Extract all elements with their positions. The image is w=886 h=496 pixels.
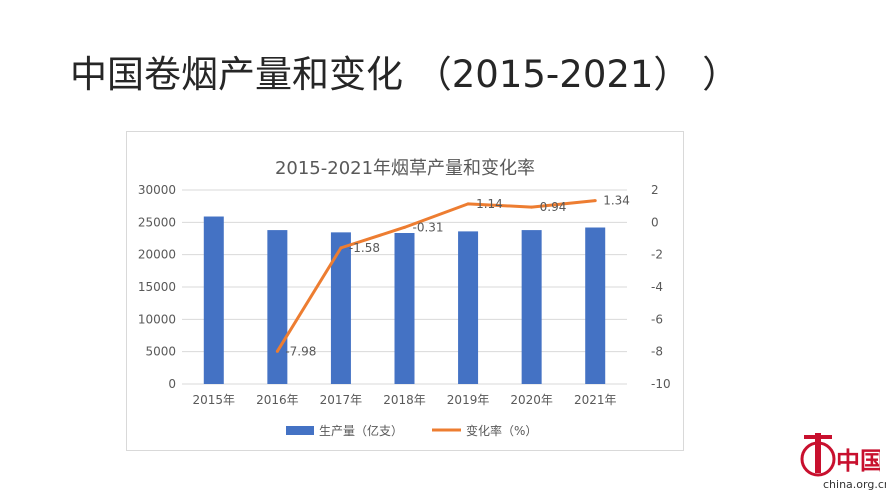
data-label: 1.14: [476, 197, 503, 211]
data-label: 1.34: [603, 194, 630, 208]
data-label: -0.31: [413, 220, 444, 234]
bar: [203, 216, 224, 384]
chart-title: 2015-2021年烟草产量和变化率: [275, 158, 535, 179]
x-tick-label: 2021年: [574, 393, 617, 407]
watermark-site: china.org.cn: [823, 478, 886, 491]
logo-text: 中国网: [836, 447, 880, 475]
y-right-tick-label: -10: [651, 377, 671, 391]
combo-chart: 2015-2021年烟草产量和变化率 0 5000 10000 15000 20000 2…: [138, 158, 671, 438]
china-org-logo: 中国网: [800, 433, 880, 477]
data-label: 0.94: [540, 200, 567, 214]
legend-label-line: 变化率（%）: [466, 423, 537, 438]
y-left-tick-label: 10000: [138, 312, 176, 326]
line-point: [530, 205, 534, 209]
y-right-tick-label: 2: [651, 183, 659, 197]
y-left-tick-label: 25000: [138, 215, 176, 229]
y-left-tick-label: 0: [168, 377, 176, 391]
bar: [267, 230, 288, 384]
legend-swatch-bar: [286, 426, 314, 435]
change-rate-line: [276, 199, 596, 353]
chart-frame: 2015-2021年烟草产量和变化率 0 5000 10000 15000 20000 2…: [126, 131, 684, 451]
x-tick-label: 2018年: [383, 393, 426, 407]
x-tick-label: 2020年: [510, 393, 553, 407]
y-right-tick-label: -6: [651, 312, 663, 326]
bar-series: [203, 216, 606, 384]
legend-label-bar: 生产量（亿支）: [319, 423, 403, 438]
line-point: [466, 202, 470, 206]
line-point: [593, 199, 597, 203]
line-series: -7.98 -1.58 -0.31 1.14 0.94 1.34: [275, 194, 630, 358]
data-label: -7.98: [285, 344, 316, 358]
y-left-tick-label: 20000: [138, 248, 176, 262]
y-axis-left: 0 5000 10000 15000 20000 25000 30000: [138, 183, 176, 391]
bar: [330, 232, 351, 384]
y-axis-right: -10 -8 -6 -4 -2 0 2: [651, 183, 671, 391]
legend: 生产量（亿支） 变化率（%）: [286, 423, 537, 438]
x-axis: 2015年 2016年 2017年 2018年 2019年 2020年 2021年: [193, 393, 617, 407]
y-right-tick-label: -4: [651, 280, 663, 294]
bar: [458, 231, 479, 384]
bar: [585, 227, 606, 384]
slide-title: 中国卷烟产量和变化 （2015-2021） ）: [70, 53, 740, 96]
line-point: [275, 349, 279, 353]
y-left-tick-label: 15000: [138, 280, 176, 294]
y-right-tick-label: -2: [651, 248, 663, 262]
y-left-tick-label: 30000: [138, 183, 176, 197]
line-point: [403, 225, 406, 229]
line-point: [339, 246, 343, 250]
bar: [394, 233, 415, 384]
x-tick-label: 2019年: [447, 393, 490, 407]
y-left-tick-label: 5000: [145, 345, 176, 359]
x-tick-label: 2016年: [256, 393, 299, 407]
x-tick-label: 2017年: [320, 393, 363, 407]
y-right-tick-label: -8: [651, 345, 663, 359]
x-tick-label: 2015年: [193, 393, 236, 407]
data-label: -1.58: [349, 241, 380, 255]
bar: [521, 230, 542, 384]
y-right-tick-label: 0: [651, 215, 659, 229]
